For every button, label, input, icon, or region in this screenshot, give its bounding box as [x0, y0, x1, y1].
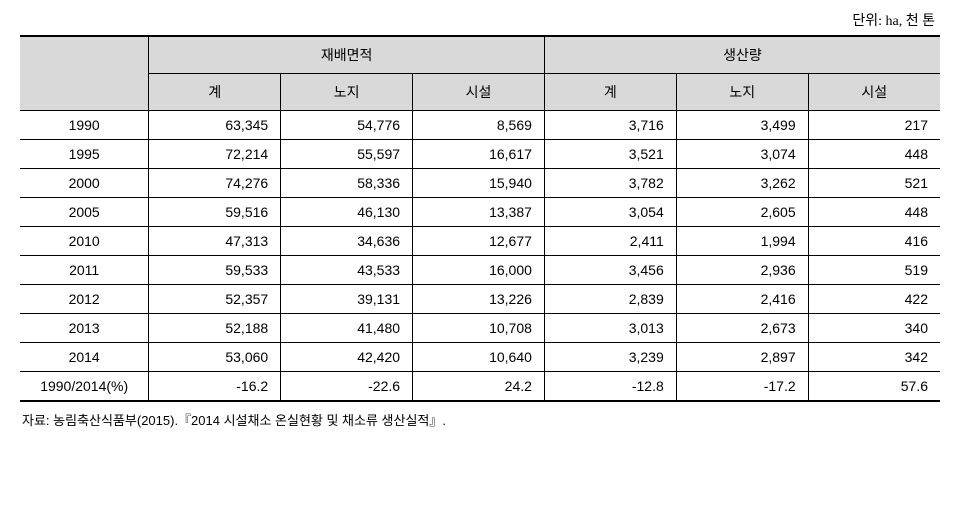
data-cell: 43,533 [281, 256, 413, 285]
data-cell: 1,994 [676, 227, 808, 256]
header-prod-facility: 시설 [808, 74, 940, 111]
source-citation: 자료: 농림축산식품부(2015).『2014 시설채소 온실현황 및 채소류 … [20, 410, 940, 429]
data-cell: 448 [808, 198, 940, 227]
data-cell: 42,420 [281, 343, 413, 372]
data-cell: 342 [808, 343, 940, 372]
header-prod-outdoor: 노지 [676, 74, 808, 111]
header-prod-total: 계 [544, 74, 676, 111]
header-group-production: 생산량 [544, 36, 940, 74]
data-cell: 41,480 [281, 314, 413, 343]
table-row: 201047,31334,63612,6772,4111,994416 [20, 227, 940, 256]
data-table: 재배면적 생산량 계 노지 시설 계 노지 시설 199063,34554,77… [20, 35, 940, 402]
data-cell: 52,357 [149, 285, 281, 314]
data-cell: -16.2 [149, 372, 281, 402]
table-row: 201159,53343,53316,0003,4562,936519 [20, 256, 940, 285]
data-cell: 2,605 [676, 198, 808, 227]
data-cell: 3,456 [544, 256, 676, 285]
data-cell: 74,276 [149, 169, 281, 198]
year-cell: 1990 [20, 111, 149, 140]
data-cell: 2,897 [676, 343, 808, 372]
data-cell: 3,716 [544, 111, 676, 140]
data-cell: 12,677 [413, 227, 545, 256]
table-row: 201252,35739,13113,2262,8392,416422 [20, 285, 940, 314]
data-cell: 2,411 [544, 227, 676, 256]
data-cell: 2,839 [544, 285, 676, 314]
data-cell: 3,262 [676, 169, 808, 198]
header-group-area: 재배면적 [149, 36, 545, 74]
year-cell: 1995 [20, 140, 149, 169]
data-cell: -22.6 [281, 372, 413, 402]
data-cell: 521 [808, 169, 940, 198]
data-cell: 34,636 [281, 227, 413, 256]
data-cell: 58,336 [281, 169, 413, 198]
table-row: 200559,51646,13013,3873,0542,605448 [20, 198, 940, 227]
year-cell: 2011 [20, 256, 149, 285]
table-row: 201352,18841,48010,7083,0132,673340 [20, 314, 940, 343]
table-row: 199063,34554,7768,5693,7163,499217 [20, 111, 940, 140]
data-cell: 57.6 [808, 372, 940, 402]
data-cell: 3,054 [544, 198, 676, 227]
table-row: 1990/2014(%)-16.2-22.624.2-12.8-17.257.6 [20, 372, 940, 402]
data-cell: 59,533 [149, 256, 281, 285]
data-cell: 16,617 [413, 140, 545, 169]
table-row: 200074,27658,33615,9403,7823,262521 [20, 169, 940, 198]
data-cell: 47,313 [149, 227, 281, 256]
year-cell: 2014 [20, 343, 149, 372]
year-cell: 2005 [20, 198, 149, 227]
data-cell: 55,597 [281, 140, 413, 169]
table-row: 199572,21455,59716,6173,5213,074448 [20, 140, 940, 169]
data-cell: 46,130 [281, 198, 413, 227]
data-cell: 3,013 [544, 314, 676, 343]
data-cell: 8,569 [413, 111, 545, 140]
data-cell: 217 [808, 111, 940, 140]
data-cell: 72,214 [149, 140, 281, 169]
data-cell: 10,640 [413, 343, 545, 372]
data-cell: 54,776 [281, 111, 413, 140]
year-cell: 2012 [20, 285, 149, 314]
data-cell: 59,516 [149, 198, 281, 227]
data-cell: 3,521 [544, 140, 676, 169]
header-area-facility: 시설 [413, 74, 545, 111]
data-cell: 10,708 [413, 314, 545, 343]
table-body: 199063,34554,7768,5693,7163,499217199572… [20, 111, 940, 402]
data-cell: 2,673 [676, 314, 808, 343]
header-area-outdoor: 노지 [281, 74, 413, 111]
unit-label: 단위: ha, 천 톤 [20, 10, 940, 30]
data-cell: 24.2 [413, 372, 545, 402]
data-cell: 3,074 [676, 140, 808, 169]
data-cell: -17.2 [676, 372, 808, 402]
data-cell: 3,239 [544, 343, 676, 372]
data-cell: 422 [808, 285, 940, 314]
data-cell: 2,936 [676, 256, 808, 285]
year-cell: 2013 [20, 314, 149, 343]
data-cell: 519 [808, 256, 940, 285]
table-row: 201453,06042,42010,6403,2392,897342 [20, 343, 940, 372]
data-cell: 416 [808, 227, 940, 256]
header-area-total: 계 [149, 74, 281, 111]
data-cell: 52,188 [149, 314, 281, 343]
data-cell: 63,345 [149, 111, 281, 140]
year-cell: 2000 [20, 169, 149, 198]
data-cell: 340 [808, 314, 940, 343]
data-cell: 2,416 [676, 285, 808, 314]
data-cell: 16,000 [413, 256, 545, 285]
data-cell: 3,499 [676, 111, 808, 140]
data-cell: 3,782 [544, 169, 676, 198]
data-cell: 39,131 [281, 285, 413, 314]
data-cell: 13,226 [413, 285, 545, 314]
data-cell: 53,060 [149, 343, 281, 372]
data-cell: 15,940 [413, 169, 545, 198]
data-cell: 448 [808, 140, 940, 169]
data-cell: 13,387 [413, 198, 545, 227]
data-cell: -12.8 [544, 372, 676, 402]
year-cell: 2010 [20, 227, 149, 256]
header-empty [20, 36, 149, 111]
year-cell: 1990/2014(%) [20, 372, 149, 402]
